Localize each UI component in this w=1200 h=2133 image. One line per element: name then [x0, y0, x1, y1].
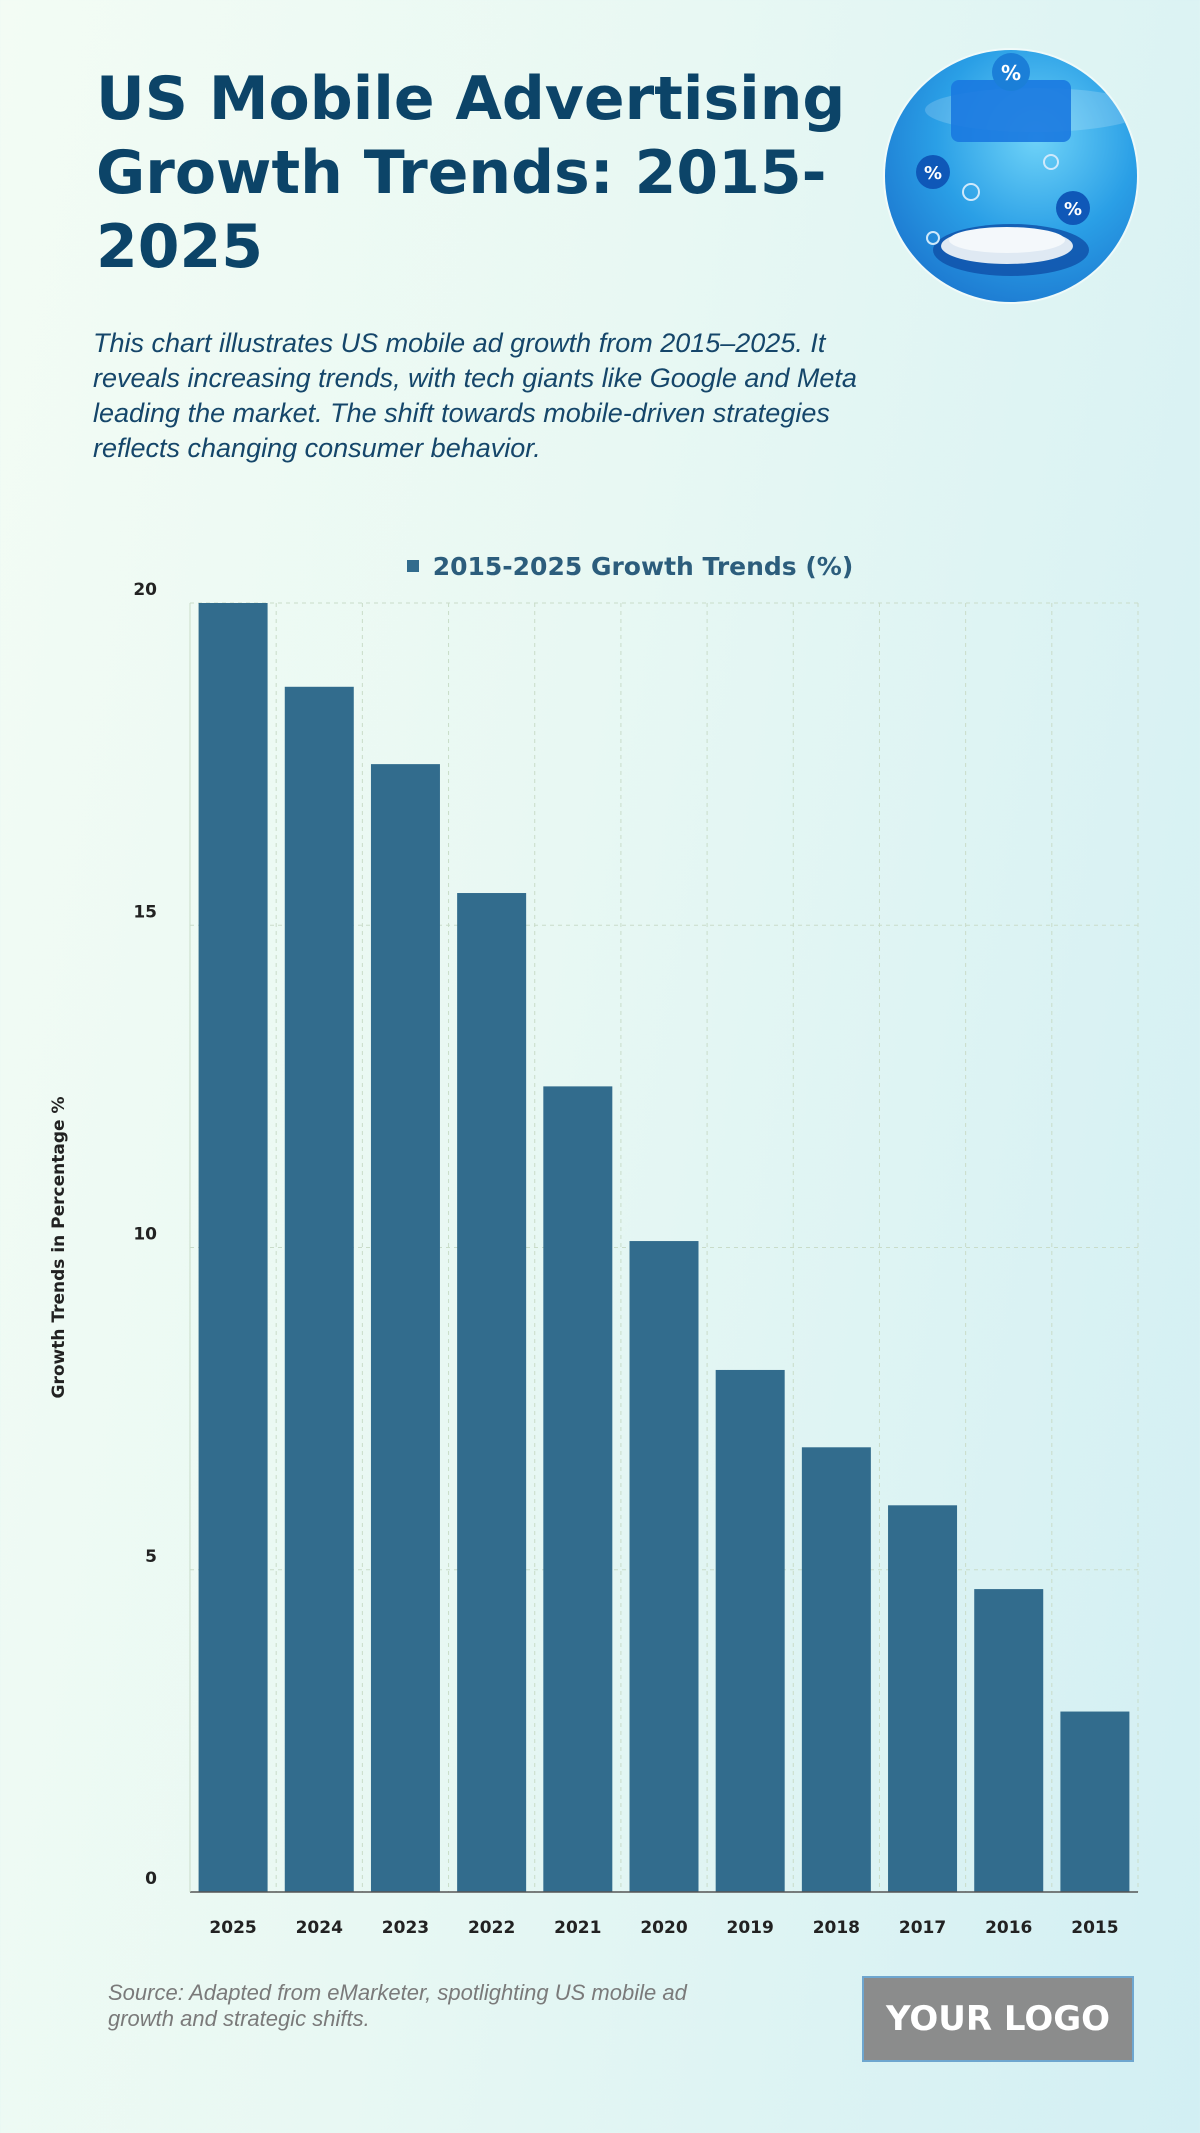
- chart-title: US Mobile Advertising Growth Trends: 201…: [96, 64, 846, 282]
- chart-description: This chart illustrates US mobile ad grow…: [93, 328, 857, 463]
- badge-percent-1: %: [1001, 61, 1021, 85]
- bar-2020: [629, 1241, 699, 1892]
- x-tick-label: 2024: [296, 1918, 343, 1938]
- y-tick-label: 0: [145, 1869, 157, 1889]
- bar-2025: [198, 603, 268, 1892]
- axes: [189, 603, 1138, 1893]
- bars: [198, 603, 1130, 1893]
- bar-2022: [457, 893, 527, 1892]
- x-tick-label: 2021: [554, 1918, 601, 1938]
- y-tick-label: 5: [145, 1547, 157, 1567]
- legend-label: 2015-2025 Growth Trends (%): [432, 552, 854, 581]
- bar-2023: [370, 764, 440, 1892]
- x-tick-label: 2020: [640, 1918, 687, 1938]
- x-tick-label: 2015: [1071, 1918, 1118, 1938]
- grid-lines: [189, 602, 1139, 1893]
- y-tick-label: 15: [133, 902, 157, 922]
- hero-illustration: % % %: [885, 50, 1137, 302]
- x-tick-label: 2018: [813, 1918, 860, 1938]
- badge-percent-3: %: [1064, 199, 1082, 220]
- bar-2017: [888, 1505, 958, 1892]
- badge-percent-2: %: [924, 163, 942, 184]
- x-tick-label: 2025: [209, 1918, 256, 1938]
- logo-placeholder: YOUR LOGO: [862, 1976, 1134, 2062]
- bar-2019: [715, 1369, 785, 1892]
- legend-swatch: [406, 560, 419, 572]
- bar-2016: [974, 1589, 1044, 1892]
- percent-badges-icon: % % %: [916, 53, 1137, 276]
- x-tick-label: 2023: [382, 1918, 429, 1938]
- x-tick-labels: 2025 2024 2023 2022 2021 2020 2019 2018 2017 2016…: [209, 1918, 1118, 1938]
- y-tick-labels: 0 5 10 15 20: [133, 580, 157, 1889]
- chart-legend: 2015-2025 Growth Trends (%): [0, 552, 1200, 581]
- y-axis-label: Growth Trends in Percentage %: [49, 1097, 69, 1399]
- y-tick-label: 10: [133, 1225, 157, 1245]
- x-tick-label: 2016: [985, 1918, 1032, 1938]
- bar-2015: [1060, 1711, 1130, 1892]
- x-tick-label: 2022: [468, 1918, 515, 1938]
- bar-2021: [543, 1086, 613, 1892]
- bar-2018: [801, 1447, 871, 1892]
- bar-2024: [284, 686, 354, 1893]
- y-tick-label: 20: [133, 580, 157, 600]
- x-tick-label: 2019: [727, 1918, 774, 1938]
- x-tick-label: 2017: [899, 1918, 946, 1938]
- source-note: Source: Adapted from eMarketer, spotligh…: [108, 1980, 687, 2031]
- bar-chart: 0 5 10 15 20 2025 2024 2023 2022 2021 2020 2019 201…: [49, 580, 1139, 1938]
